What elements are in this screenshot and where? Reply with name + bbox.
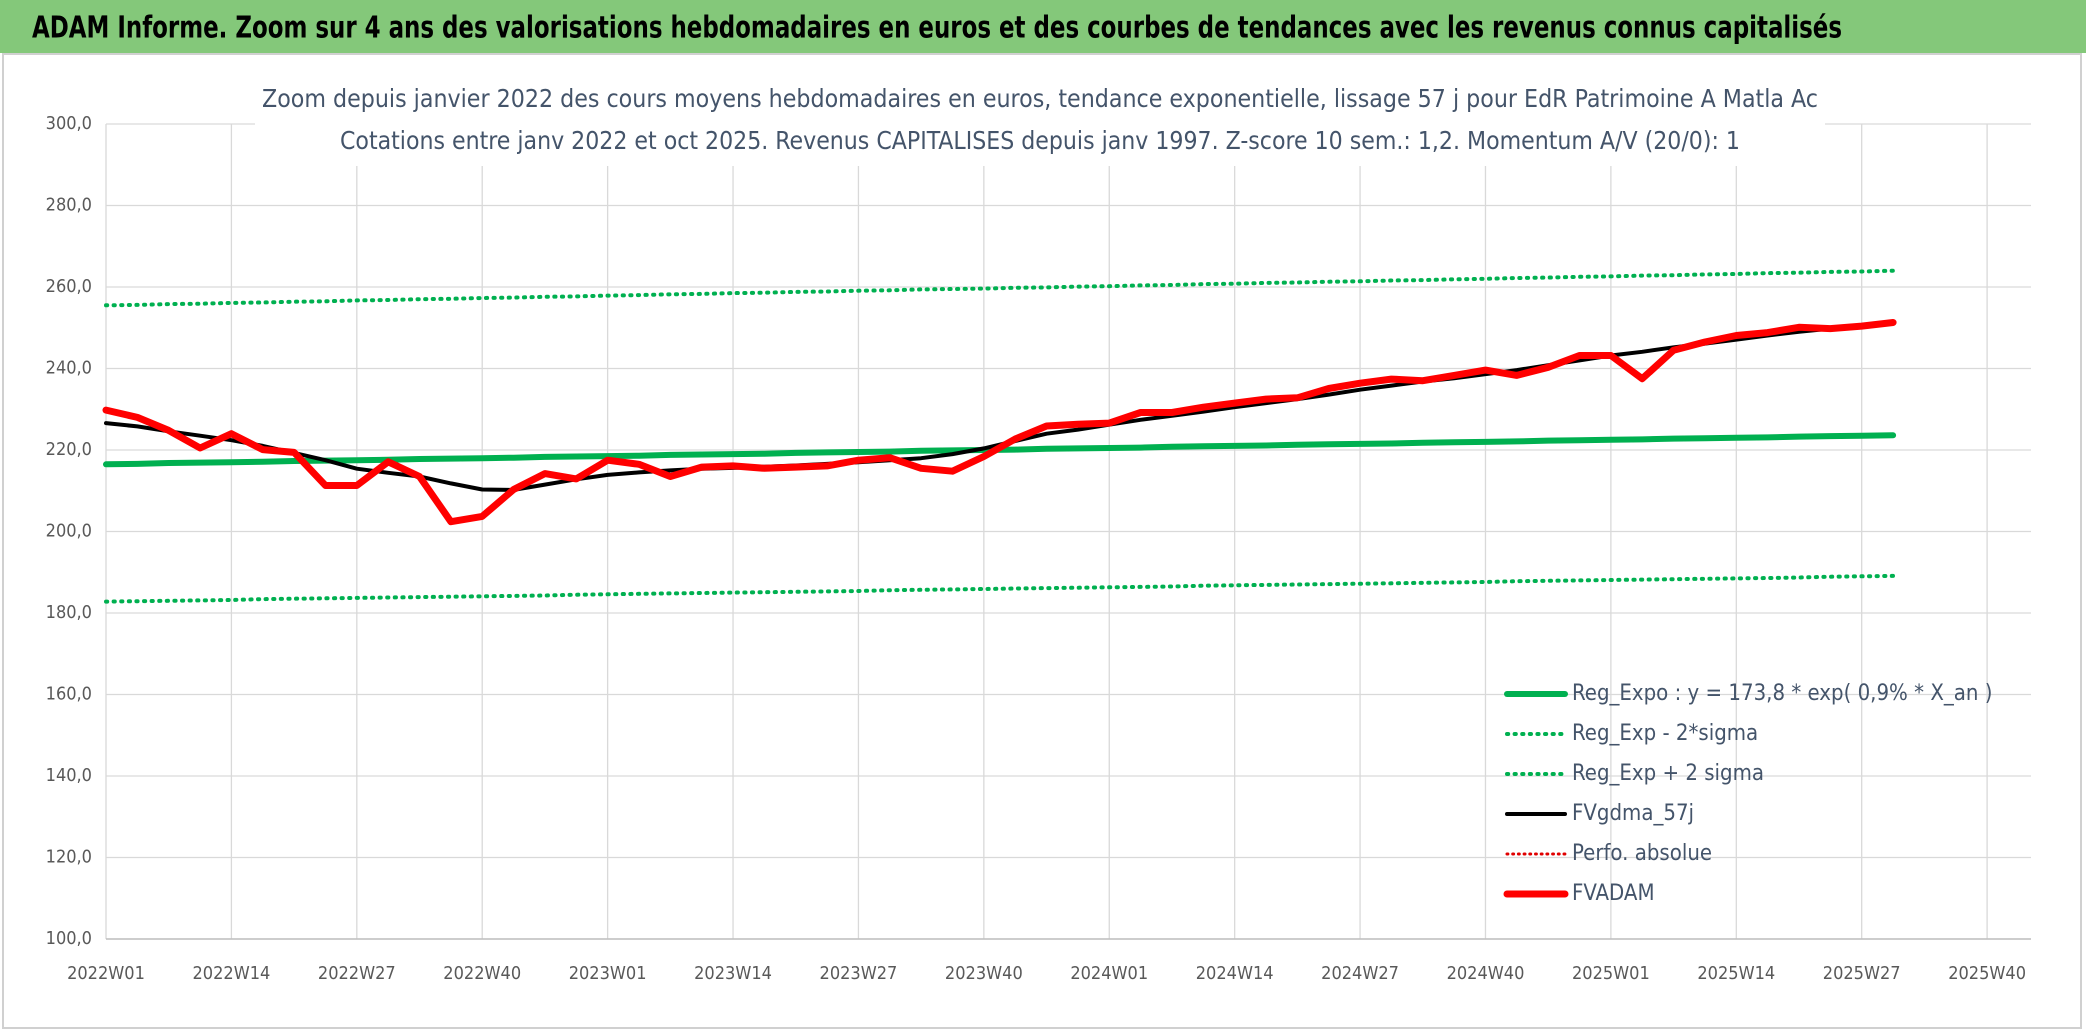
y-tick-label: 200,0 [46, 521, 92, 542]
x-tick-label: 2022W27 [318, 963, 396, 984]
x-tick-label: 2025W01 [1572, 963, 1650, 984]
chart-border [2, 53, 2082, 1029]
y-tick-label: 140,0 [46, 765, 92, 786]
x-tick-label: 2025W14 [1697, 963, 1775, 984]
header-title: ADAM Informe. Zoom sur 4 ans des valoris… [32, 11, 1842, 46]
y-tick-label: 100,0 [46, 928, 92, 949]
legend-label: FVgdma_57j [1572, 801, 1694, 826]
y-tick-label: 280,0 [46, 195, 92, 216]
legend-label: Reg_Expo : y = 173,8 * exp( 0,9% * X_an … [1572, 681, 1992, 706]
y-tick-label: 120,0 [46, 847, 92, 868]
series-line [104, 268, 1896, 308]
x-tick-label: 2025W40 [1948, 963, 2026, 984]
plot: 100,0 120,0 140,0 160,0 180,0 200,0 220,0 240,0… [46, 113, 2031, 984]
x-tick-label: 2024W14 [1196, 963, 1274, 984]
legend-label: Reg_Exp - 2*sigma [1572, 721, 1758, 746]
x-tick-label: 2024W27 [1321, 963, 1399, 984]
legend-label: FVADAM [1572, 881, 1655, 906]
legend-label: Reg_Exp + 2 sigma [1572, 761, 1764, 786]
chart-subtitle: Cotations entre janv 2022 et oct 2025. R… [340, 126, 1740, 155]
chart-title: Zoom depuis janvier 2022 des cours moyen… [262, 84, 1818, 113]
x-tick-label: 2024W01 [1070, 963, 1148, 984]
series-line [104, 573, 1896, 604]
y-tick-label: 260,0 [46, 276, 92, 297]
legend-label: Perfo. absolue [1572, 841, 1712, 866]
x-tick-label: 2022W01 [67, 963, 145, 984]
x-tick-label: 2023W14 [694, 963, 772, 984]
x-tick-label: 2025W27 [1823, 963, 1901, 984]
series-line [102, 319, 1897, 526]
x-tick-label: 2024W40 [1447, 963, 1525, 984]
y-tick-label: 160,0 [46, 684, 92, 705]
title-backdrop [255, 82, 1825, 166]
x-tick-label: 2023W27 [820, 963, 898, 984]
y-tick-label: 240,0 [46, 358, 92, 379]
y-tick-label: 300,0 [46, 113, 92, 134]
x-tick-label: 2023W40 [945, 963, 1023, 984]
x-tick-label: 2022W40 [443, 963, 521, 984]
x-tick-label: 2022W14 [192, 963, 270, 984]
legend: Reg_Expo : y = 173,8 * exp( 0,9% * X_an … [1503, 681, 1992, 906]
header-band [0, 0, 2086, 53]
y-tick-label: 220,0 [46, 439, 92, 460]
y-tick-label: 180,0 [46, 602, 92, 623]
x-tick-label: 2023W01 [569, 963, 647, 984]
